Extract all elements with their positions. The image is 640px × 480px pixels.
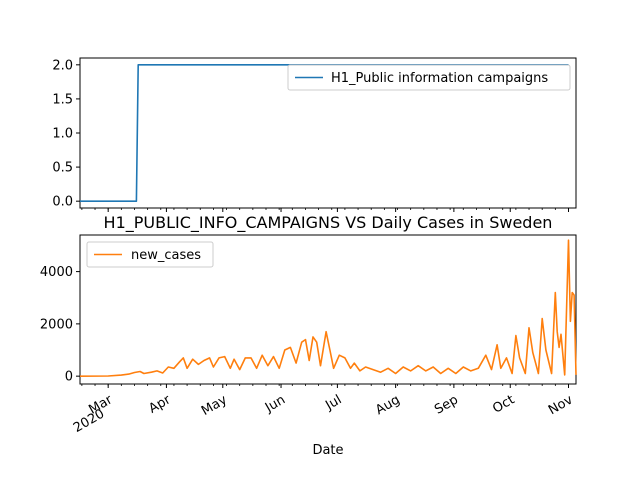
- bottom-y-tick-label: 2000: [40, 317, 73, 332]
- x-tick-label: Sep: [432, 392, 461, 417]
- top-plot: 0.0 0.5 1.0 1.5 2.0 H1_Public information ca…: [52, 57, 577, 212]
- top-y-tick-label: 0.0: [52, 195, 73, 210]
- bottom-y-tick-label: 4000: [40, 265, 73, 280]
- x-axis-label: Date: [312, 443, 343, 458]
- top-y-tick-label: 0.5: [52, 161, 73, 176]
- top-legend-label: H1_Public information campaigns: [331, 71, 548, 86]
- top-y-axis: 0.0 0.5 1.0 1.5 2.0: [52, 58, 80, 210]
- x-tick-label: Nov: [546, 392, 576, 418]
- bottom-legend-box: [86, 241, 214, 268]
- bottom-series-line: [79, 239, 577, 377]
- bottom-plot-title: H1_PUBLIC_INFO_CAMPAIGNS VS Daily Cases …: [104, 213, 553, 233]
- bottom-legend-label: new_cases: [131, 248, 201, 263]
- x-tick-label: Jun: [262, 392, 288, 416]
- x-tick-label: Apr: [146, 392, 174, 417]
- top-legend: H1_Public information campaigns: [287, 64, 571, 91]
- bottom-plot-frame: [79, 234, 577, 385]
- x-tick-label: Aug: [373, 392, 402, 418]
- top-y-tick-label: 2.0: [52, 58, 73, 73]
- x-tick-label: May: [199, 392, 230, 419]
- top-legend-box: [287, 64, 571, 91]
- top-x-axis: [81, 208, 569, 212]
- bottom-series: [79, 239, 577, 377]
- x-tick-label: Jul: [322, 392, 344, 413]
- top-y-tick-label: 1.5: [52, 92, 73, 107]
- x-tick-label: Oct: [490, 392, 517, 416]
- bottom-legend: new_cases: [86, 241, 214, 268]
- bottom-y-tick-label: 0: [65, 370, 73, 385]
- bottom-plot: H1_PUBLIC_INFO_CAMPAIGNS VS Daily Cases …: [40, 213, 577, 458]
- bottom-y-axis: 0 2000 4000: [40, 265, 80, 385]
- top-y-tick-label: 1.0: [52, 127, 73, 142]
